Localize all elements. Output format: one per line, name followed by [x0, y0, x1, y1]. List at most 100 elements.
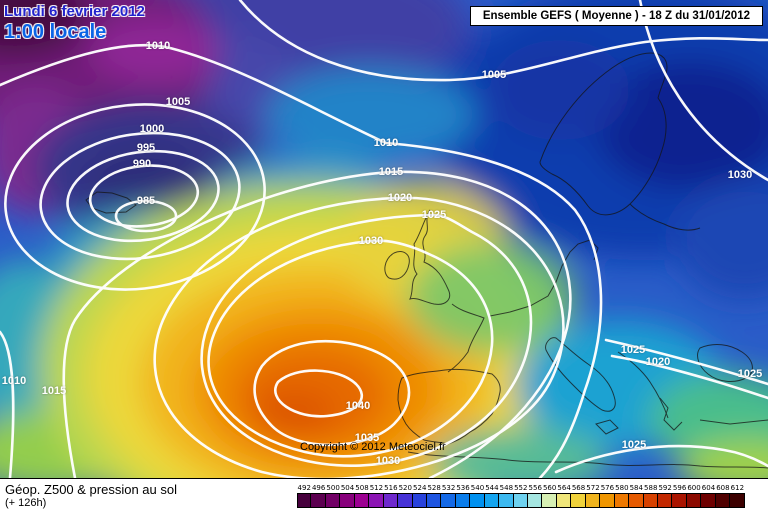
legend-swatch — [499, 492, 514, 508]
isobar-label: 1025 — [620, 344, 646, 356]
isobar-label: 990 — [132, 158, 152, 170]
legend-swatch — [643, 492, 658, 508]
footer-titles: Géop. Z500 & pression au sol (+ 126h) — [0, 482, 297, 510]
legend-swatch — [571, 492, 586, 508]
legend-cell: 564 — [556, 483, 572, 508]
legend-value: 524 — [413, 483, 427, 492]
legend-swatch — [600, 492, 615, 508]
legend-cell: 572 — [585, 484, 601, 508]
legend-cell: 540 — [470, 483, 485, 508]
legend-value: 604 — [701, 483, 716, 492]
legend-value: 556 — [528, 483, 542, 492]
chart-title: Géop. Z500 & pression au sol — [5, 481, 177, 497]
legend-value: 520 — [398, 483, 412, 492]
legend-cell: 520 — [398, 483, 413, 508]
isobar-label: 1015 — [378, 166, 404, 178]
legend-cell: 496 — [311, 484, 326, 508]
legend-swatch — [556, 492, 572, 508]
legend-value: 516 — [384, 483, 398, 492]
legend-value: 504 — [340, 483, 355, 492]
isobar-label: 1005 — [481, 69, 507, 81]
legend-cell: 512 — [369, 483, 384, 508]
isobar-label: 1030 — [358, 235, 384, 247]
legend-swatch — [398, 492, 413, 508]
legend-value: 540 — [470, 483, 485, 492]
isobar-label: 1025 — [421, 209, 447, 221]
legend-cell: 492 — [297, 483, 312, 508]
legend-cell: 536 — [455, 483, 471, 508]
legend-value: 596 — [672, 483, 687, 492]
legend-cell: 600 — [686, 483, 702, 508]
legend-cell: 548 — [499, 483, 514, 508]
legend-value: 500 — [326, 483, 340, 492]
map-graphic — [0, 0, 768, 478]
isobar-labels-layer: 1010 1005 1000 995 990 985 1005 1010 1015 1020 102… — [2, 40, 763, 467]
legend-value: 492 — [297, 483, 311, 492]
legend-swatch — [297, 492, 312, 508]
legend-cell: 516 — [383, 483, 399, 508]
legend-swatch — [513, 492, 528, 508]
legend-cell: 528 — [426, 484, 442, 508]
isobar-label: 1025 — [737, 368, 763, 380]
isobar-label: 1030 — [375, 455, 401, 467]
legend-cell: 580 — [614, 483, 630, 508]
legend-cell: 596 — [672, 483, 687, 508]
legend-cell: 560 — [542, 484, 557, 508]
legend-value: 576 — [600, 483, 615, 492]
legend-value: 592 — [658, 483, 672, 492]
legend-swatch — [325, 492, 341, 508]
legend-cell: 556 — [528, 483, 543, 508]
legend-swatch — [657, 492, 673, 508]
legend-swatch — [730, 492, 745, 508]
legend-swatch — [354, 492, 370, 508]
isobar-contours — [0, 0, 768, 478]
legend-value: 544 — [485, 483, 499, 492]
isobar-label: 1030 — [727, 169, 753, 181]
isobar-label: 1040 — [345, 400, 371, 412]
isobar-label: 1010 — [373, 137, 399, 149]
isobar-label: 1035 — [354, 432, 380, 444]
legend-cell: 552 — [513, 483, 528, 508]
isobar-label: 985 — [136, 195, 156, 207]
legend-value: 584 — [629, 483, 643, 492]
isobar-label: 1025 — [621, 439, 647, 451]
isobar-label: 1005 — [165, 96, 191, 108]
legend-cell: 608 — [715, 483, 731, 508]
legend-value: 608 — [716, 483, 730, 492]
legend-value: 548 — [499, 483, 514, 492]
legend-value: 612 — [730, 483, 745, 492]
forecast-hour: (+ 126h) — [5, 496, 47, 509]
legend-value: 568 — [571, 483, 586, 492]
legend-cell: 604 — [701, 483, 716, 508]
legend-swatch — [715, 492, 731, 508]
legend-cell: 532 — [441, 483, 456, 508]
legend-swatch — [484, 492, 500, 508]
legend-swatch — [426, 492, 442, 508]
isobar-label: 1020 — [645, 356, 671, 368]
legend-cell: 500 — [325, 483, 341, 508]
legend-cell: 592 — [657, 483, 673, 508]
legend-swatch — [528, 492, 543, 508]
legend-value: 600 — [687, 483, 701, 492]
time-label: 1:00 locale — [4, 21, 107, 43]
legend-swatch — [441, 492, 456, 508]
isobar-label: 995 — [136, 142, 156, 154]
legend-swatch — [686, 492, 702, 508]
legend-cell: 568 — [571, 483, 586, 508]
legend-value: 564 — [557, 483, 571, 492]
isobar-label: 1015 — [41, 385, 67, 397]
legend-swatch — [542, 492, 557, 508]
copyright-label: Copyright © 2012 Meteociel.fr — [300, 441, 446, 453]
legend-cell: 584 — [629, 483, 644, 508]
legend-value: 536 — [456, 483, 470, 492]
legend-cell: 508 — [354, 484, 370, 508]
legend-value: 532 — [441, 483, 456, 492]
legend-value: 512 — [369, 483, 384, 492]
legend-value: 580 — [615, 483, 629, 492]
color-scale-legend: 492 496 500 504 508 512 516 520 524 528 532 536 540 5… — [297, 484, 745, 508]
legend-swatch — [311, 492, 326, 508]
legend-value: 552 — [514, 483, 528, 492]
model-info-box: Ensemble GEFS ( Moyenne ) - 18 Z du 31/0… — [469, 6, 763, 26]
legend-cell: 524 — [412, 483, 427, 508]
legend-swatch — [412, 492, 427, 508]
